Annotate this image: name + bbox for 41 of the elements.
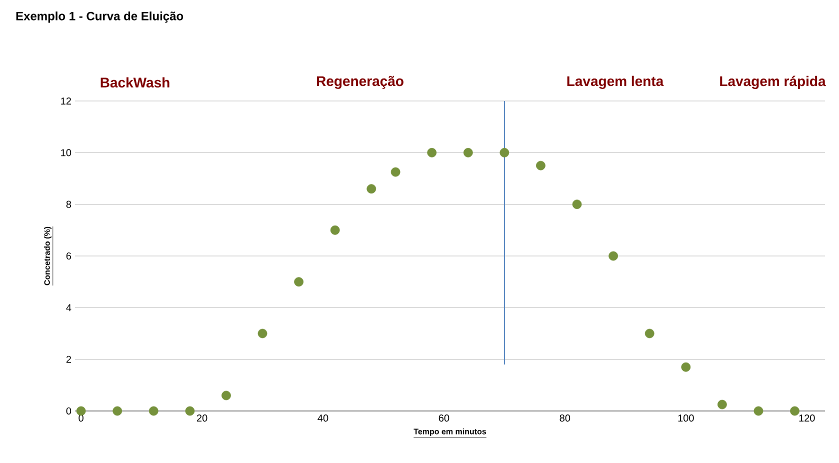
point [463,148,473,158]
point [644,328,654,338]
x-tick-label: 20 [196,414,208,422]
x-tick-label: 80 [560,414,570,422]
point [330,225,340,235]
point [148,406,158,416]
point [681,362,691,372]
y-tick-label: 4 [66,304,72,312]
text: BackWash [100,77,170,88]
y-axis-title: Concetrado (%) [44,226,52,286]
point [790,406,800,416]
x-axis-title: Tempo em minutos [414,428,486,436]
x-tick-label: 100 [678,414,694,422]
y-tick-label: 10 [61,149,72,156]
x-tick-label: 120 [799,414,815,422]
point [390,167,400,177]
point [754,406,764,416]
point [536,160,546,170]
text: Lavagem rápida [720,76,826,90]
point [76,406,86,416]
text: Regeneração [316,76,404,89]
x-tick-label: 60 [438,414,450,422]
y-tick-label: 12 [61,98,71,104]
y-tick-label: 8 [66,200,72,208]
y-tick-label: 2 [66,356,71,363]
point [185,406,195,416]
x-tick-label: 40 [318,414,328,422]
point [572,200,582,210]
point [717,400,727,410]
point [258,328,268,338]
point [427,148,437,158]
point [366,184,376,194]
point [500,148,510,158]
point [294,277,304,287]
chart-title: Exemplo 1 - Curva de Eluição [16,12,184,23]
y-tick-label: 0 [66,407,72,415]
text: Lavagem lenta [567,76,664,89]
point [222,390,231,400]
point [608,251,618,261]
point [112,406,122,416]
y-tick-label: 6 [66,252,72,260]
